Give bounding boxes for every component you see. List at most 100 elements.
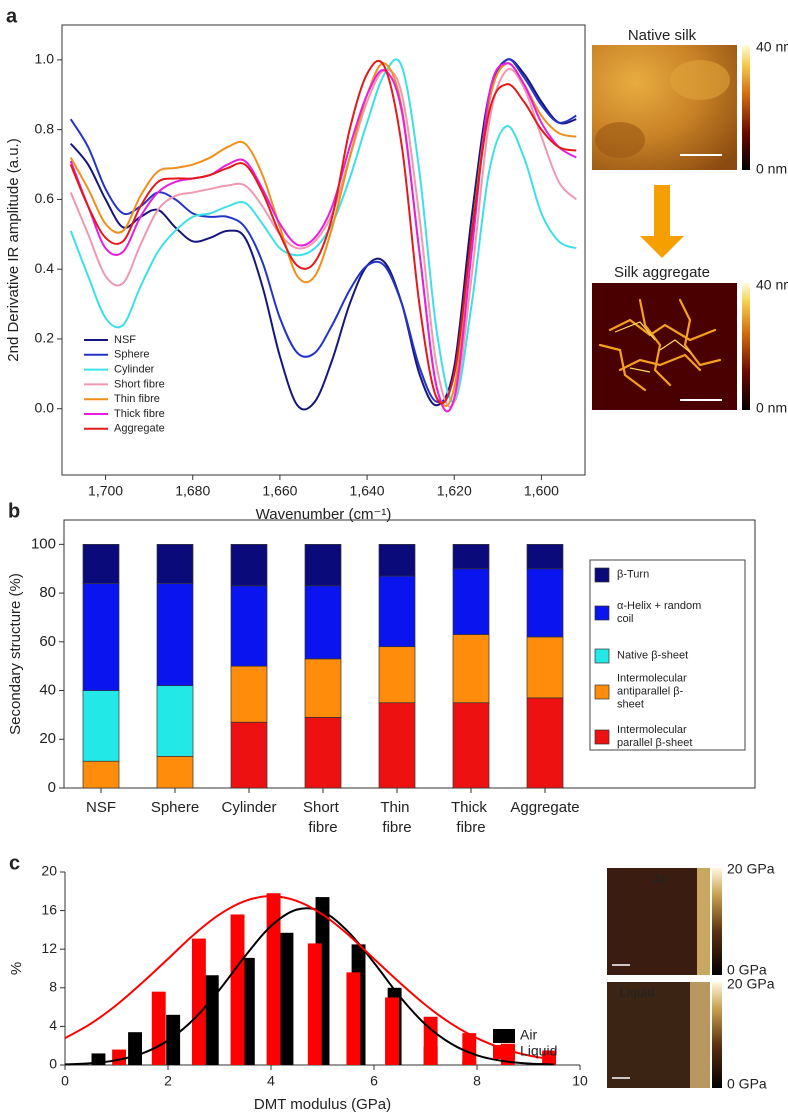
colorbar-max: 20 GPa [727,976,775,992]
bar-segment [230,721,268,789]
y-tick-label: 100 [31,535,56,552]
series-line [69,67,577,408]
colorbar-max: 40 nm [756,39,788,55]
x-tick-label: 1,640 [350,483,385,499]
bar-segment [156,755,194,789]
y-tick-label: 12 [41,940,57,956]
y-axis-title: Secondary structure (%) [7,573,24,735]
bar-segment [304,658,342,718]
y-tick-label: 0 [49,1056,57,1072]
x-tick-label: Sphere [151,799,199,816]
bar-segment [304,585,342,660]
bar [279,932,294,1065]
bar-segment [378,646,416,704]
x-tick-label: 0 [61,1073,69,1089]
y-tick-label: 40 [39,682,56,699]
bar-segment [378,575,416,648]
x-tick-label: 8 [473,1073,481,1089]
legend-label: Aggregate [114,423,165,435]
bar-segment [378,544,416,577]
bar [151,991,166,1065]
legend-label: Intermolecular antiparallel β-sheet [617,672,687,711]
bar [128,1032,142,1065]
colorbar-min: 0 GPa [727,962,767,978]
y-tick-label: 20 [39,730,56,747]
afm-air [607,868,722,975]
x-tick-label: 6 [370,1073,378,1089]
legend-swatch [594,567,610,583]
bar [91,1053,106,1065]
bar-segment [452,568,490,635]
fit-curve [64,895,555,1061]
panel-label: b [8,500,20,522]
bar-segment [82,582,120,691]
bar [166,1014,181,1065]
legend-label: Thick fibre [114,408,165,420]
bar-segment [452,702,490,789]
y-tick-label: 0.6 [35,190,55,206]
bar-segment [526,544,564,570]
bar-segment [230,585,268,667]
legend-label: Thin fibre [114,393,160,405]
colorbar-min: 0 nm [756,161,787,177]
x-tick-label: 2 [164,1073,172,1089]
x-tick-label: 1,680 [175,483,210,499]
bar [307,943,322,1065]
bar-segment [156,685,194,757]
legend-label: Sphere [114,349,149,361]
bar-segment [82,760,120,789]
bar-segment [82,544,120,584]
fit-curve [64,907,555,1066]
arrow [640,185,684,258]
legend-label: α-Helix + random coil [617,600,702,625]
bar-segment [526,697,564,789]
bar-segment [156,544,194,584]
legend-label: Air [520,1027,537,1043]
x-tick-label: 1,700 [88,483,123,499]
x-tick-label: Cylinder [221,799,276,816]
bar [112,1049,127,1065]
bar-segment [452,634,490,704]
legend-label: Short fibre [114,378,165,390]
y-tick-label: 1.0 [35,51,55,67]
legend-label: β-Turn [617,568,650,581]
legend-swatch [594,729,610,745]
legend-swatch [493,1029,515,1043]
afm-aggregate [592,283,750,410]
bar-segment [304,716,342,789]
legend-label: Cylinder [114,364,155,376]
bar [542,1050,557,1065]
bar-segment [304,544,342,587]
y-tick-label: 80 [39,584,56,601]
bar-segment [230,665,268,723]
colorbar-max: 20 GPa [727,861,775,877]
bar [191,938,206,1065]
x-tick-label: 1,600 [524,483,559,499]
x-tick-label: Thick fibre [451,799,491,836]
y-tick-label: 16 [41,901,57,917]
image-title: Silk aggregate [614,264,710,281]
legend-swatch [594,648,610,664]
legend-label: Native β-sheet [617,649,689,662]
colorbar-min: 0 GPa [727,1076,767,1092]
bar [266,893,281,1065]
bar-segment [526,636,564,699]
colorbar-min: 0 nm [756,400,787,416]
bar [385,997,399,1065]
bar-segment [452,544,490,570]
x-tick-label: 1,620 [437,483,472,499]
x-tick-label: 4 [267,1073,275,1089]
x-axis-title: Wavenumber (cm⁻¹) [256,506,392,523]
plot-frame [61,24,586,476]
x-tick-label: Aggregate [510,799,579,816]
bar [462,1033,477,1065]
colorbar-max: 40 nm [756,277,788,293]
bar-segment [526,568,564,638]
x-tick-label: 10 [572,1073,588,1089]
afm-native [592,45,750,170]
image-title: Air [653,871,670,886]
y-tick-label: 60 [39,633,56,650]
series-line [69,58,577,403]
